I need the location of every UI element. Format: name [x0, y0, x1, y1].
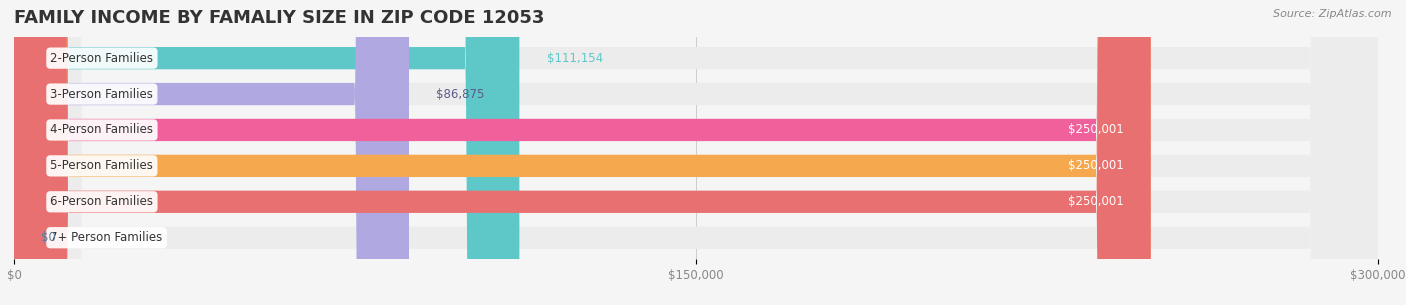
FancyBboxPatch shape [14, 0, 1378, 305]
FancyBboxPatch shape [14, 0, 1378, 305]
Text: $111,154: $111,154 [547, 52, 603, 65]
Text: 5-Person Families: 5-Person Families [51, 160, 153, 172]
FancyBboxPatch shape [14, 0, 1378, 305]
Text: $0: $0 [41, 231, 56, 244]
Text: Source: ZipAtlas.com: Source: ZipAtlas.com [1274, 9, 1392, 19]
FancyBboxPatch shape [14, 0, 1150, 305]
Text: 6-Person Families: 6-Person Families [51, 195, 153, 208]
FancyBboxPatch shape [14, 0, 1378, 305]
Text: 4-Person Families: 4-Person Families [51, 124, 153, 136]
FancyBboxPatch shape [14, 0, 1150, 305]
Text: 3-Person Families: 3-Person Families [51, 88, 153, 101]
Text: $86,875: $86,875 [436, 88, 485, 101]
Text: $250,001: $250,001 [1067, 195, 1123, 208]
Text: 2-Person Families: 2-Person Families [51, 52, 153, 65]
Text: 7+ Person Families: 7+ Person Families [51, 231, 163, 244]
Text: $250,001: $250,001 [1067, 124, 1123, 136]
FancyBboxPatch shape [14, 0, 1378, 305]
Text: FAMILY INCOME BY FAMALIY SIZE IN ZIP CODE 12053: FAMILY INCOME BY FAMALIY SIZE IN ZIP COD… [14, 9, 544, 27]
Text: $250,001: $250,001 [1067, 160, 1123, 172]
FancyBboxPatch shape [14, 0, 1378, 305]
FancyBboxPatch shape [14, 0, 519, 305]
FancyBboxPatch shape [14, 0, 409, 305]
FancyBboxPatch shape [14, 0, 1150, 305]
